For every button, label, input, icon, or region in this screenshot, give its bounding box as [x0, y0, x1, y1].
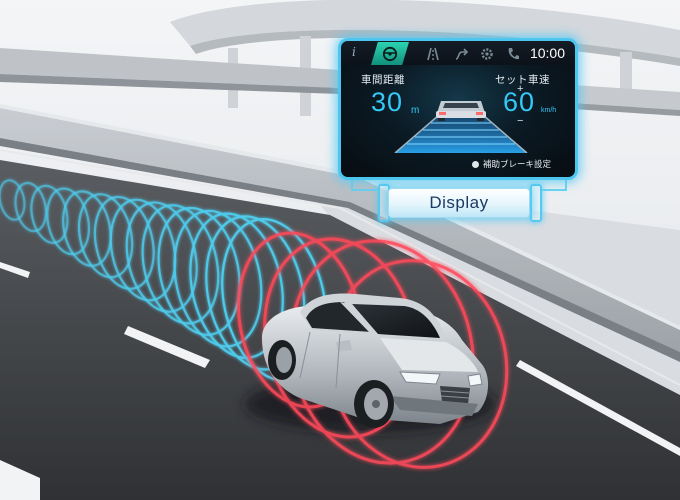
following-distance-value: 30 — [371, 87, 404, 117]
assist-brake-setting[interactable]: 補助ブレーキ設定 — [471, 158, 551, 170]
set-speed-label: セット車速 — [495, 74, 550, 86]
radar-ring-cyan — [93, 195, 155, 290]
meter-tab-bar: i 10:00 — [341, 41, 575, 65]
barrier — [0, 104, 680, 362]
phone-icon[interactable] — [505, 46, 521, 62]
steering-wheel-icon — [382, 46, 398, 62]
radar-ring-cyan — [109, 198, 177, 302]
lane-markings — [0, 262, 680, 500]
display-label-tag: Display — [388, 188, 530, 218]
lane-graphic — [394, 101, 528, 153]
radar-ring-cyan — [46, 187, 91, 256]
display-label-text: Display — [429, 193, 489, 212]
lane-icon[interactable] — [425, 46, 441, 62]
display-tag-right-cap — [530, 184, 542, 222]
road-edge-line — [0, 149, 680, 386]
radar-ring-cyan — [62, 190, 112, 267]
radar-ring-cyan — [14, 181, 48, 233]
gear-icon[interactable] — [479, 46, 495, 62]
route-icon[interactable] — [453, 46, 469, 62]
following-distance-label: 車間距離 — [361, 74, 405, 86]
radar-ring-cyan — [77, 193, 134, 279]
meter-display: i 10:00 車間距離 30 m セット車速 + — [338, 38, 578, 180]
set-speed-unit: km/h — [541, 107, 557, 114]
car — [262, 293, 489, 428]
set-speed-value: 60 — [503, 87, 536, 117]
assist-brake-setting-label: 補助ブレーキ設定 — [482, 160, 551, 170]
lead-car-icon — [436, 101, 486, 121]
radar-ring-cyan — [189, 212, 284, 359]
info-icon[interactable]: i — [352, 45, 356, 59]
radar-ring-cyan — [141, 204, 220, 325]
following-distance-unit: m — [411, 105, 420, 116]
speed-plus: + — [517, 83, 524, 95]
radar-ring-cyan — [157, 206, 241, 336]
radar-ring-cyan — [173, 209, 263, 348]
bullet-icon — [471, 160, 479, 168]
speed-minus: − — [517, 115, 524, 127]
radar-ring-cyan — [0, 179, 26, 221]
clock-time: 10:00 — [529, 45, 565, 61]
